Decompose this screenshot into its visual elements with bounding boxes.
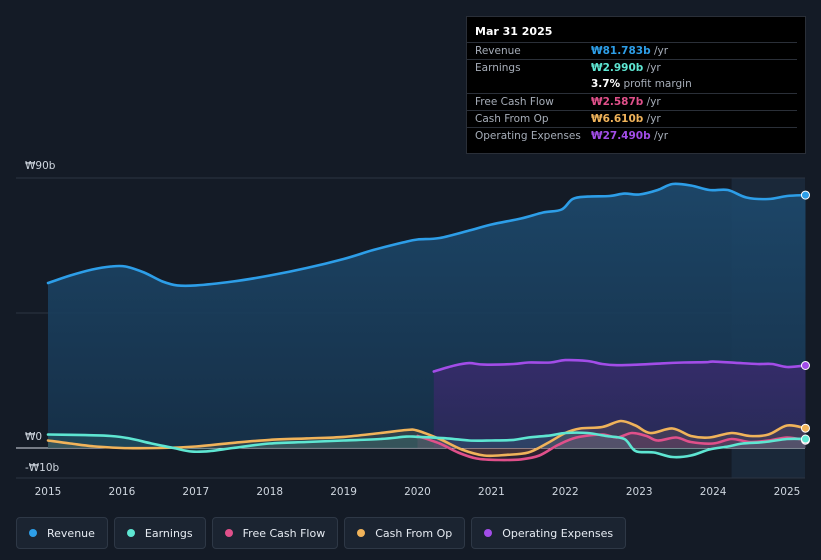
tooltip-row-value: ₩2.990b /yr [591, 62, 661, 74]
earnings-end-marker[interactable] [800, 434, 810, 444]
tooltip-row-label: Free Cash Flow [475, 96, 554, 108]
tooltip-row-value: ₩27.490b /yr [591, 130, 669, 142]
earnings-line [46, 431, 807, 459]
tooltip-row-label: Cash From Op [475, 113, 549, 125]
tooltip-row-value: ₩81.783b /yr [591, 45, 669, 57]
tooltip-date: Mar 31 2025 [475, 25, 553, 38]
x-tick-label: 2018 [256, 486, 283, 498]
operating-expenses-end-marker[interactable] [800, 361, 810, 370]
x-tick-label: 2019 [330, 486, 357, 498]
y-tick-label: ₩90b [25, 160, 56, 172]
tooltip-row-value: ₩2.587b /yr [591, 96, 661, 108]
legend-dot-icon [357, 529, 366, 537]
tooltip-row: Cash From Op ₩6.610b /yr [467, 110, 797, 128]
x-tick-label: 2024 [700, 486, 727, 498]
x-tick-label: 2017 [182, 486, 209, 498]
x-tick-label: 2015 [35, 486, 62, 498]
area-chart: ₩90b ₩0 -₩10b 2015 2016 2017 2018 2019 2020 2021… [16, 160, 810, 498]
legend-dot-icon [224, 529, 233, 537]
legend-label: Revenue [47, 526, 95, 540]
legend-item-operating-expenses[interactable]: Operating Expenses [471, 517, 627, 549]
y-tick-label: ₩0 [25, 431, 42, 443]
legend-label: Operating Expenses [502, 526, 614, 540]
operating-expenses-area [433, 360, 806, 448]
legend-item-cash-from-op[interactable]: Cash From Op [344, 517, 466, 549]
legend-label: Cash From Op [375, 526, 453, 540]
revenue-line [46, 182, 807, 288]
tooltip-row: 3.7% profit margin [467, 76, 797, 93]
free-cash-flow-line [416, 431, 807, 462]
tooltip-row-value: ₩6.610b /yr [591, 113, 661, 125]
legend-item-revenue[interactable]: Revenue [16, 517, 108, 549]
x-tick-label: 2023 [626, 486, 653, 498]
legend: Revenue Earnings Free Cash Flow Cash From O… [16, 517, 627, 549]
tooltip-panel: Mar 31 2025 Revenue ₩81.783b /yr Earnings ₩… [466, 16, 806, 154]
tooltip-row: Revenue ₩81.783b /yr [467, 42, 797, 60]
tooltip-row-label: Revenue [475, 45, 521, 57]
tooltip-row: Free Cash Flow ₩2.587b /yr [467, 93, 797, 111]
x-tick-label: 2025 [774, 486, 801, 498]
operating-expenses-line [432, 358, 807, 373]
x-tick-label: 2020 [404, 486, 431, 498]
tooltip-row-value: 3.7% profit margin [591, 78, 692, 90]
x-tick-label: 2021 [478, 486, 505, 498]
legend-item-earnings[interactable]: Earnings [113, 517, 206, 549]
y-tick-label: -₩10b [25, 462, 60, 474]
x-tick-label: 2022 [552, 486, 579, 498]
tooltip-row: Earnings ₩2.990b /yr [467, 59, 797, 77]
revenue-end-marker[interactable] [800, 190, 810, 200]
tooltip-row: Operating Expenses ₩27.490b /yr [467, 127, 797, 145]
legend-dot-icon [29, 529, 37, 537]
x-tick-label: 2016 [109, 486, 136, 498]
tooltip-row-label: Operating Expenses [475, 130, 581, 142]
cash-from-op-end-marker[interactable] [800, 423, 810, 433]
legend-item-free-cash-flow[interactable]: Free Cash Flow [211, 517, 339, 549]
cash-from-op-line [46, 419, 807, 458]
legend-dot-icon [126, 529, 135, 537]
tooltip-row-label: Earnings [475, 62, 521, 74]
legend-label: Free Cash Flow [242, 526, 326, 540]
legend-label: Earnings [144, 526, 193, 540]
legend-dot-icon [484, 529, 493, 537]
